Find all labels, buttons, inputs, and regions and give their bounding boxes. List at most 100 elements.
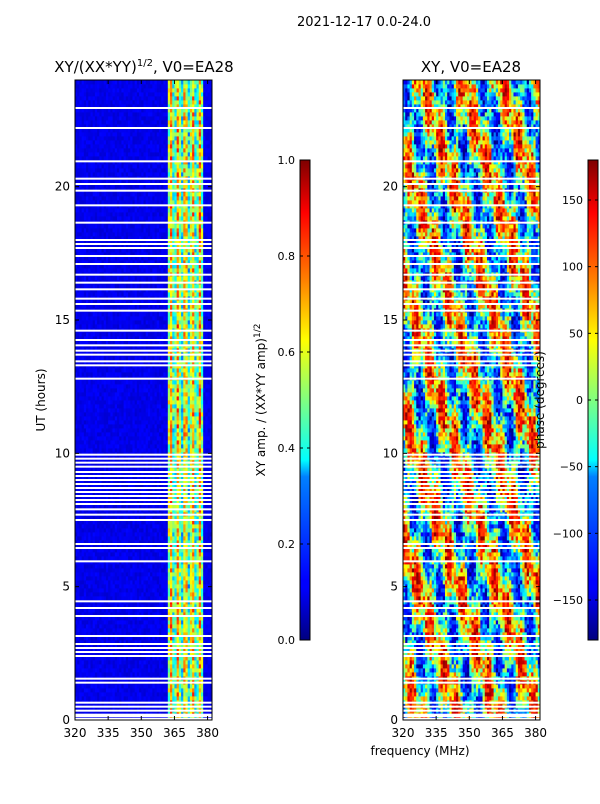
heatmap-cell	[176, 596, 180, 601]
heatmap-cell	[112, 636, 116, 641]
heatmap-cell	[123, 424, 127, 429]
heatmap-cell	[90, 424, 94, 429]
heatmap-cell	[194, 588, 197, 593]
heatmap-cell	[94, 504, 98, 509]
heatmap-cell	[86, 652, 89, 657]
heatmap-cell	[134, 484, 138, 489]
heatmap-cell	[128, 628, 131, 633]
heatmap-cell	[123, 488, 127, 493]
heatmap-cell	[158, 504, 162, 509]
heatmap-cell	[203, 588, 206, 593]
heatmap-cell	[170, 688, 173, 693]
heatmap-cell	[172, 484, 175, 489]
heatmap-cell	[207, 504, 211, 509]
heatmap-cell	[125, 448, 129, 453]
heatmap-cell	[187, 400, 191, 405]
heatmap-cell	[110, 580, 113, 585]
heatmap-cell	[209, 416, 212, 421]
heatmap-cell	[196, 668, 200, 673]
heatmap-cell	[163, 428, 166, 433]
heatmap-cell	[123, 692, 127, 697]
heatmap-cell	[158, 596, 162, 601]
heatmap-cell	[205, 664, 208, 669]
heatmap-cell	[165, 484, 169, 489]
heatmap-cell	[79, 484, 83, 489]
heatmap-cell	[79, 596, 83, 601]
heatmap-cell	[209, 640, 212, 645]
heatmap-cell	[205, 652, 208, 657]
heatmap-cell	[86, 548, 89, 553]
heatmap-cell	[165, 672, 169, 677]
heatmap-cell	[119, 652, 122, 657]
heatmap-cell	[79, 584, 83, 589]
heatmap-cell	[163, 476, 166, 481]
heatmap-cell	[176, 584, 180, 589]
heatmap-cell	[163, 516, 166, 521]
heatmap-cell	[196, 548, 200, 553]
heatmap-cell	[119, 480, 122, 485]
heatmap-cell	[134, 652, 138, 657]
heatmap-cell	[105, 516, 109, 521]
heatmap-cell	[114, 416, 118, 421]
heatmap-cell	[165, 424, 169, 429]
heatmap-cell	[79, 496, 83, 501]
heatmap-cell	[112, 428, 116, 433]
heatmap-cell	[92, 492, 96, 497]
heatmap-cell	[150, 552, 153, 557]
heatmap-cell	[103, 648, 107, 653]
heatmap-cell	[167, 684, 171, 689]
heatmap-cell	[110, 440, 113, 445]
heatmap-cell	[209, 480, 212, 485]
heatmap-cell	[181, 544, 184, 549]
heatmap-cell	[103, 592, 107, 597]
heatmap-cell	[121, 524, 125, 529]
heatmap-cell	[83, 488, 87, 493]
heatmap-cell	[114, 420, 118, 425]
heatmap-cell	[183, 636, 186, 641]
heatmap-cell	[165, 448, 169, 453]
heatmap-cell	[154, 416, 158, 421]
heatmap-cell	[77, 476, 80, 481]
heatmap-cell	[86, 524, 89, 529]
heatmap-cell	[178, 516, 182, 521]
heatmap-cell	[176, 644, 180, 649]
heatmap-cell	[79, 672, 83, 677]
heatmap-cell	[174, 444, 178, 449]
heatmap-cell	[185, 412, 189, 417]
heatmap-cell	[156, 488, 160, 493]
heatmap-cell	[207, 536, 211, 541]
heatmap-cell	[172, 612, 175, 617]
heatmap-cell	[125, 584, 129, 589]
heatmap-cell	[154, 480, 158, 485]
heatmap-cell	[92, 592, 96, 597]
heatmap-cell	[170, 656, 173, 661]
heatmap-cell	[112, 472, 116, 477]
heatmap-cell	[101, 484, 105, 489]
heatmap-cell	[125, 648, 129, 653]
heatmap-cell	[161, 404, 164, 409]
heatmap-cell	[172, 468, 175, 473]
heatmap-cell	[209, 500, 212, 505]
heatmap-cell	[183, 492, 186, 497]
heatmap-cell	[110, 472, 113, 477]
heatmap-cell	[83, 408, 87, 413]
heatmap-cell	[121, 548, 125, 553]
heatmap-cell	[139, 620, 142, 625]
heatmap-cell	[112, 648, 116, 653]
heatmap-cell	[116, 568, 120, 573]
heatmap-cell	[139, 436, 142, 441]
heatmap-cell	[194, 496, 197, 501]
heatmap-cell	[178, 544, 182, 549]
heatmap-cell	[143, 620, 147, 625]
heatmap-cell	[163, 568, 166, 573]
heatmap-cell	[147, 664, 151, 669]
heatmap-cell	[83, 444, 87, 449]
heatmap-cell	[75, 540, 78, 545]
heatmap-cell	[172, 572, 175, 577]
heatmap-cell	[170, 480, 173, 485]
heatmap-cell	[192, 692, 195, 697]
heatmap-cell	[132, 420, 136, 425]
heatmap-cell	[158, 604, 162, 609]
heatmap-cell	[130, 424, 133, 429]
heatmap-cell	[88, 596, 91, 601]
